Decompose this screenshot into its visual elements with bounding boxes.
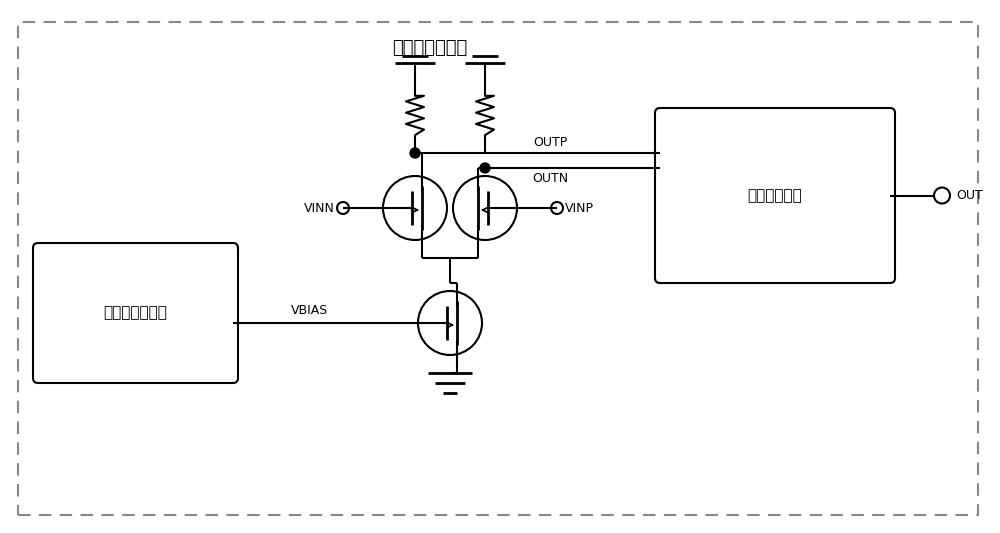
Text: VINP: VINP [565,201,594,214]
Circle shape [410,148,420,158]
FancyBboxPatch shape [33,243,238,383]
Text: VBIAS: VBIAS [291,303,329,317]
Circle shape [480,163,490,173]
Text: OUT: OUT [956,189,983,202]
FancyBboxPatch shape [655,108,895,283]
Text: 接收器主体电路: 接收器主体电路 [392,39,468,57]
Text: OUTN: OUTN [532,172,568,184]
Text: 接收器第二级: 接收器第二级 [748,188,802,203]
Text: VINN: VINN [304,201,335,214]
Text: OUTP: OUTP [533,136,567,149]
Text: 接收器偏置电路: 接收器偏置电路 [103,305,167,320]
